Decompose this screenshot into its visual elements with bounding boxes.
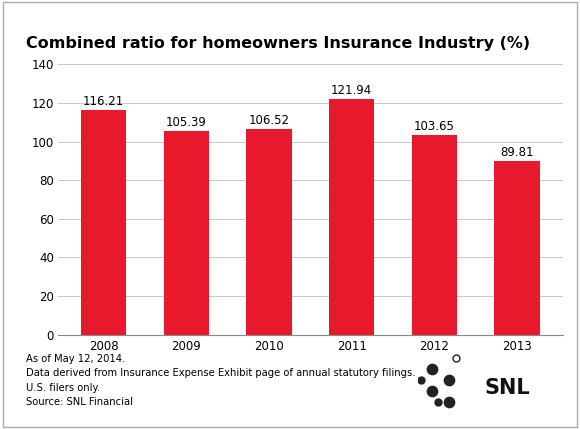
Point <box>416 377 426 384</box>
Text: As of May 12, 2014.
Data derived from Insurance Expense Exhibit page of annual s: As of May 12, 2014. Data derived from In… <box>26 354 416 407</box>
Text: 116.21: 116.21 <box>83 95 124 109</box>
Text: 106.52: 106.52 <box>248 114 289 127</box>
Point <box>427 366 436 373</box>
Point <box>444 377 454 384</box>
Text: 121.94: 121.94 <box>331 84 372 97</box>
Text: 89.81: 89.81 <box>500 146 534 159</box>
Point <box>427 388 436 395</box>
Bar <box>329 99 374 335</box>
Bar <box>164 131 209 335</box>
Text: 105.39: 105.39 <box>166 116 206 129</box>
Text: Combined ratio for homeowners Insurance Industry (%): Combined ratio for homeowners Insurance … <box>26 36 530 51</box>
Point <box>434 399 443 406</box>
Bar <box>494 161 539 335</box>
Point <box>451 355 461 362</box>
Text: SNL: SNL <box>484 378 530 398</box>
Bar <box>412 135 457 335</box>
Bar <box>81 110 126 335</box>
Text: 103.65: 103.65 <box>414 120 455 133</box>
Point <box>444 399 454 406</box>
Bar <box>246 129 292 335</box>
